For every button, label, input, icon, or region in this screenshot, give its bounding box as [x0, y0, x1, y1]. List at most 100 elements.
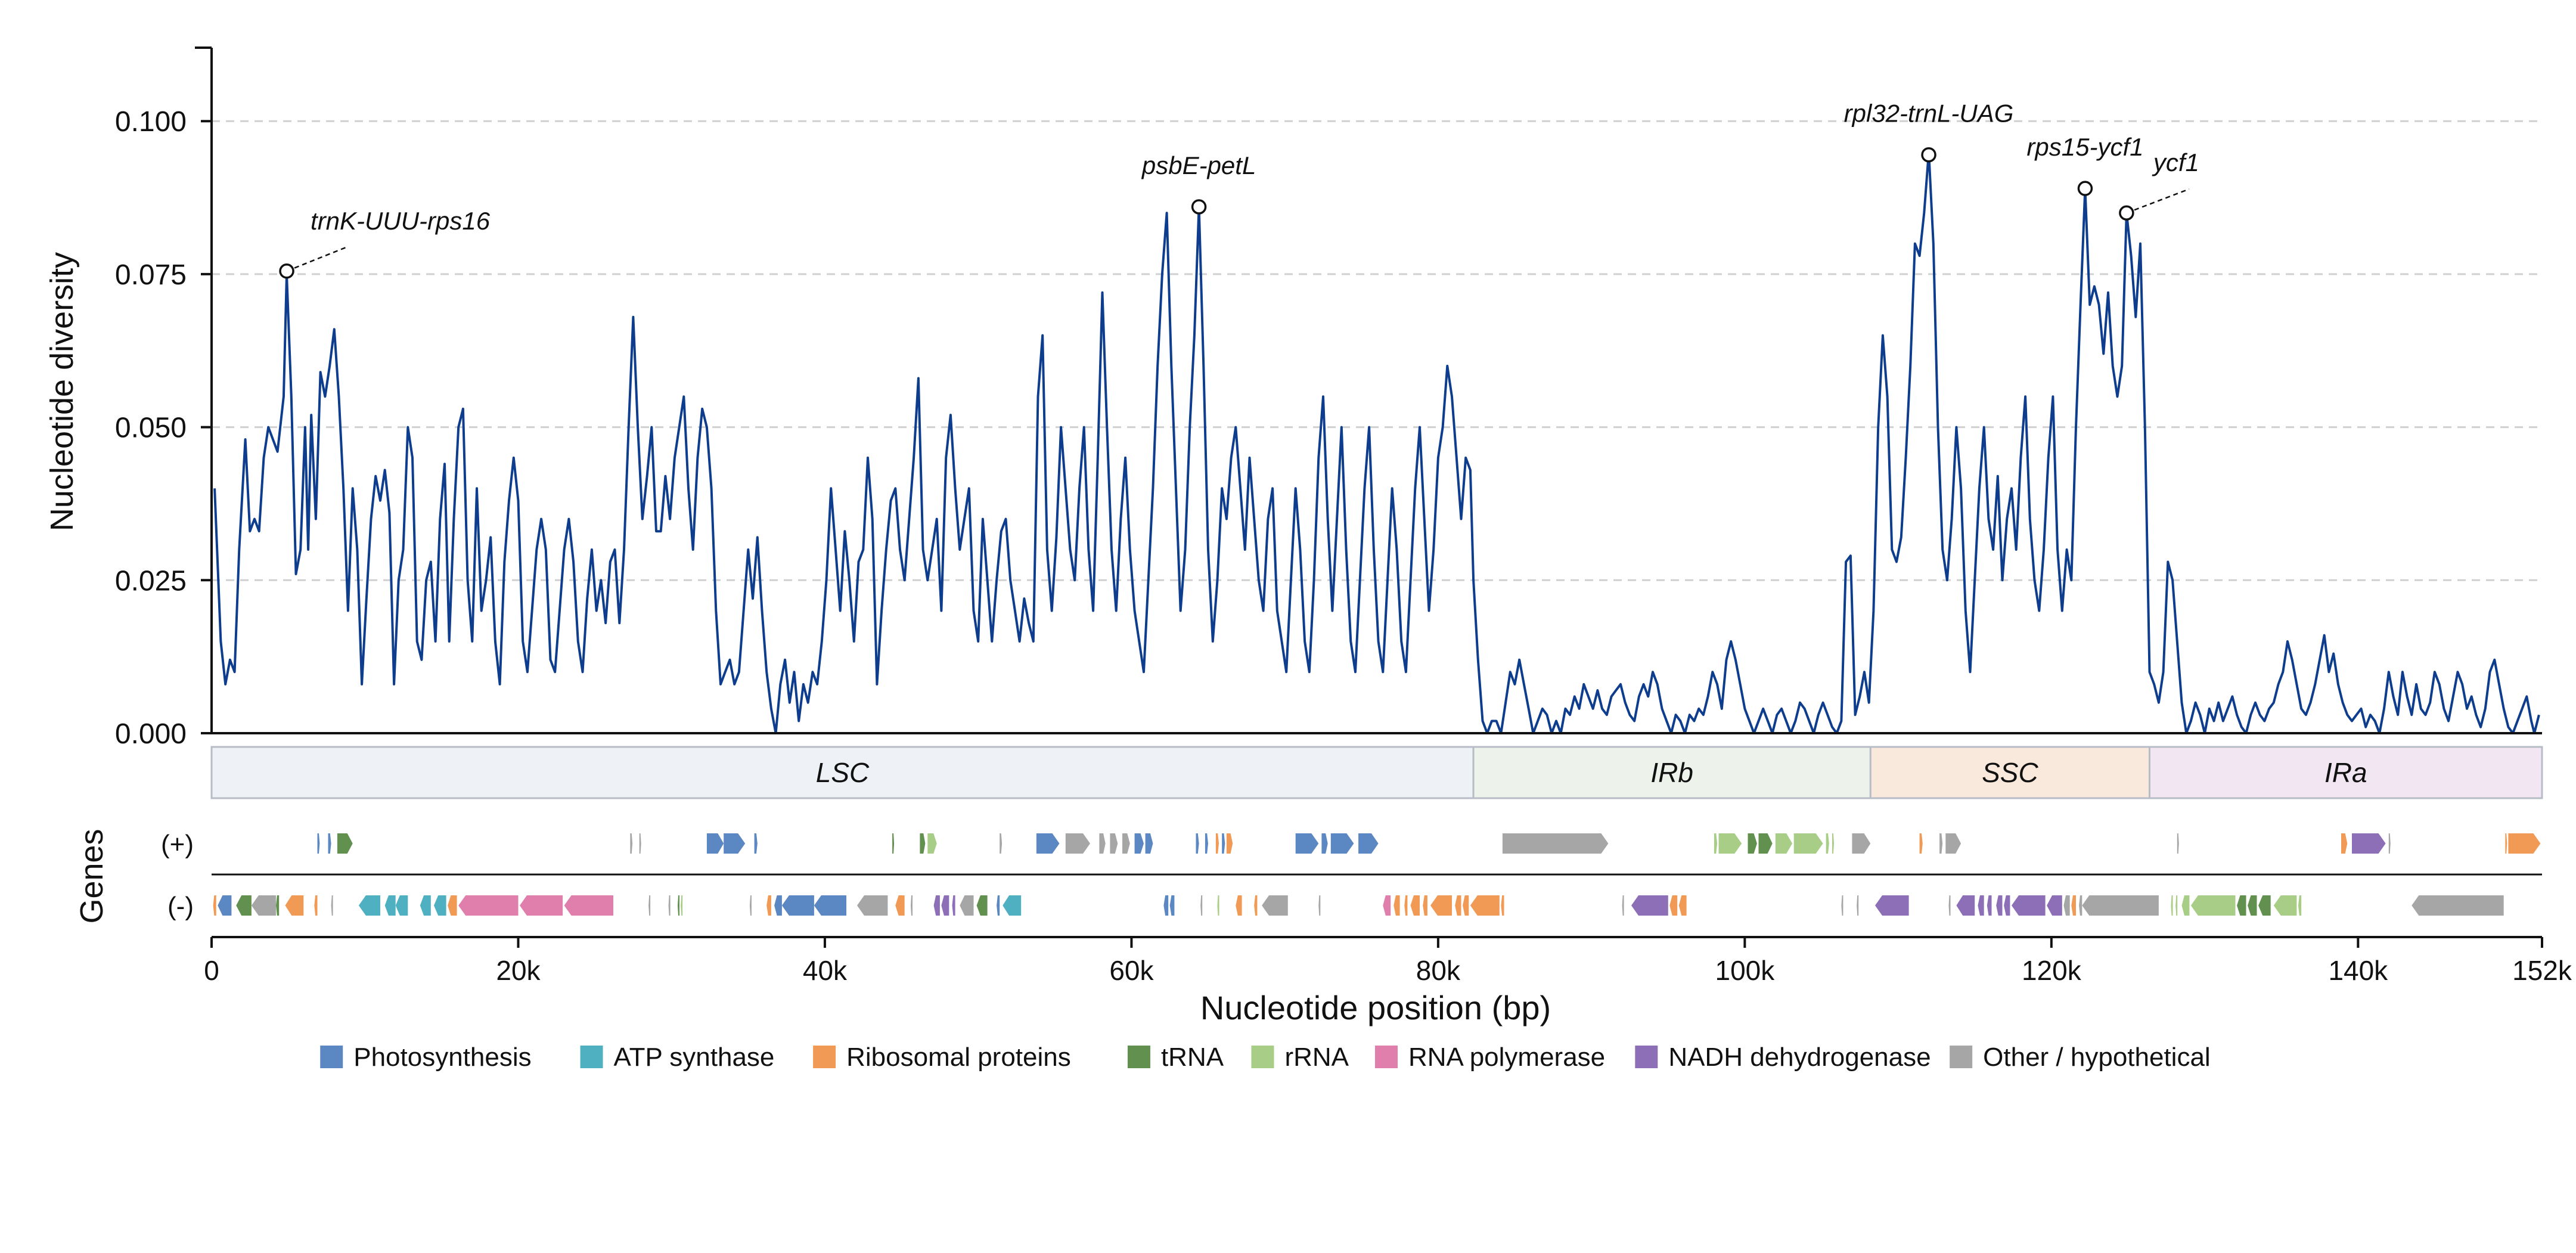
- gene-block-plus: [1852, 833, 1871, 854]
- gene-block-plus: [892, 833, 895, 854]
- legend-label: NADH dehydrogenase: [1668, 1043, 1931, 1072]
- gene-block-minus: [2171, 895, 2173, 916]
- gene-block-plus: [1358, 833, 1379, 854]
- gene-block-minus: [1948, 895, 1951, 916]
- legend-swatch: [1950, 1046, 1973, 1068]
- legend-label: Ribosomal proteins: [846, 1043, 1071, 1072]
- gene-block-minus: [1393, 895, 1400, 916]
- gene-block-minus: [1383, 895, 1391, 916]
- gene-block-minus: [678, 895, 679, 916]
- gene-block-plus: [317, 833, 320, 854]
- gene-block-plus: [1714, 833, 1718, 854]
- gene-block-plus: [1222, 833, 1225, 854]
- gene-block-plus: [2505, 833, 2507, 854]
- x-tick-label: 20k: [496, 955, 541, 986]
- gene-block-plus: [1832, 833, 1834, 854]
- gene-block-minus: [1857, 895, 1859, 916]
- gene-block-plus: [1205, 833, 1208, 854]
- peak-marker: [2077, 181, 2093, 196]
- peak-annotations: trnK-UUU-rps16 psbE-petL rpl32-trnL-UAG rps…: [279, 100, 2199, 279]
- gene-block-minus: [331, 895, 333, 916]
- gene-block-minus: [1003, 895, 1022, 916]
- gene-block-minus: [774, 895, 782, 916]
- gene-block-minus: [1200, 895, 1203, 916]
- gene-block-minus: [2298, 895, 2302, 916]
- gene-block-minus: [960, 895, 974, 916]
- gene-block-minus: [2047, 895, 2062, 916]
- gene-block-minus: [1875, 895, 1909, 916]
- gene-block-plus: [1036, 833, 1060, 854]
- gene-block-minus: [2063, 895, 2070, 916]
- x-tick-label: 0: [204, 955, 219, 986]
- gene-block-plus: [1758, 833, 1773, 854]
- strand-label-minus: (-): [167, 892, 194, 921]
- gene-block-minus: [648, 895, 651, 916]
- legend-swatch: [1127, 1046, 1150, 1068]
- gene-block-minus: [749, 895, 752, 916]
- diversity-line: [213, 150, 2540, 734]
- y-tick-label: 0.050: [115, 413, 187, 444]
- gene-block-minus: [933, 895, 940, 916]
- legend-label: Photosynthesis: [353, 1043, 531, 1072]
- gene-block-minus: [2181, 895, 2190, 916]
- gene-block-minus: [1470, 895, 1500, 916]
- gene-block-minus: [2237, 895, 2246, 916]
- gene-block-minus: [2411, 895, 2504, 916]
- peak-label: psbE-petL: [1141, 151, 1256, 179]
- gene-block-plus: [1321, 833, 1328, 854]
- annotation-leader-line: [2126, 188, 2190, 214]
- legend-swatch: [320, 1046, 343, 1068]
- legend-label: rRNA: [1284, 1043, 1349, 1072]
- gene-block-plus: [1826, 833, 1829, 854]
- gene-block-minus: [285, 895, 304, 916]
- peak-marker: [2119, 205, 2134, 221]
- gene-block-minus: [2175, 895, 2178, 916]
- gene-block-plus: [920, 833, 926, 854]
- gene-block-plus: [1099, 833, 1106, 854]
- x-axis-label: Nucleotide position (bp): [1200, 989, 1551, 1026]
- gene-block-minus: [251, 895, 276, 916]
- gene-block-minus: [236, 895, 252, 916]
- peak-label: ycf1: [2152, 148, 2199, 176]
- region-label: IRa: [2324, 757, 2367, 788]
- gene-block-plus: [1110, 833, 1118, 854]
- gene-block-minus: [668, 895, 671, 916]
- gene-block-minus: [420, 895, 431, 916]
- region-box: [1869, 746, 2150, 799]
- gene-track: (+) (-): [161, 830, 2542, 921]
- region-label: IRb: [1650, 757, 1693, 788]
- x-tick-label: 60k: [1109, 955, 1154, 986]
- legend-label: RNA polymerase: [1408, 1043, 1605, 1072]
- legend-label: ATP synthase: [614, 1043, 775, 1072]
- gene-block-minus: [1236, 895, 1242, 916]
- gene-block-minus: [1410, 895, 1420, 916]
- gene-block-plus: [1919, 833, 1923, 854]
- gene-block-minus: [1669, 895, 1678, 916]
- gene-block-minus: [1455, 895, 1461, 916]
- gene-block-minus: [681, 895, 683, 916]
- gene-block-plus: [1945, 833, 1962, 854]
- legend-swatch: [580, 1046, 603, 1068]
- peak-marker: [1921, 147, 1936, 163]
- gene-block-plus: [630, 833, 633, 854]
- gene-block-plus: [724, 833, 746, 854]
- legend: Photosynthesis ATP synthase Ribosomal prot…: [320, 1043, 2211, 1072]
- gene-block-minus: [857, 895, 888, 916]
- gene-block-minus: [976, 895, 988, 916]
- gene-block-plus: [1295, 833, 1319, 854]
- gene-block-minus: [458, 895, 519, 916]
- y-tick-label: 0.000: [115, 718, 187, 750]
- gene-block-plus: [337, 833, 353, 854]
- gene-block-plus: [1065, 833, 1090, 854]
- gene-block-minus: [1987, 895, 1992, 916]
- gene-block-minus: [213, 895, 216, 916]
- main-axes: 0.000 0.025 0.050 0.075 0.100: [115, 46, 2542, 750]
- gene-block-plus: [754, 833, 758, 854]
- gene-block-minus: [952, 895, 955, 916]
- gene-block-plus: [1196, 833, 1199, 854]
- gene-block-minus: [395, 895, 408, 916]
- x-tick-label: 120k: [2022, 955, 2082, 986]
- gene-block-minus: [1318, 895, 1321, 916]
- gene-block-minus: [218, 895, 232, 916]
- peak-marker: [279, 263, 294, 279]
